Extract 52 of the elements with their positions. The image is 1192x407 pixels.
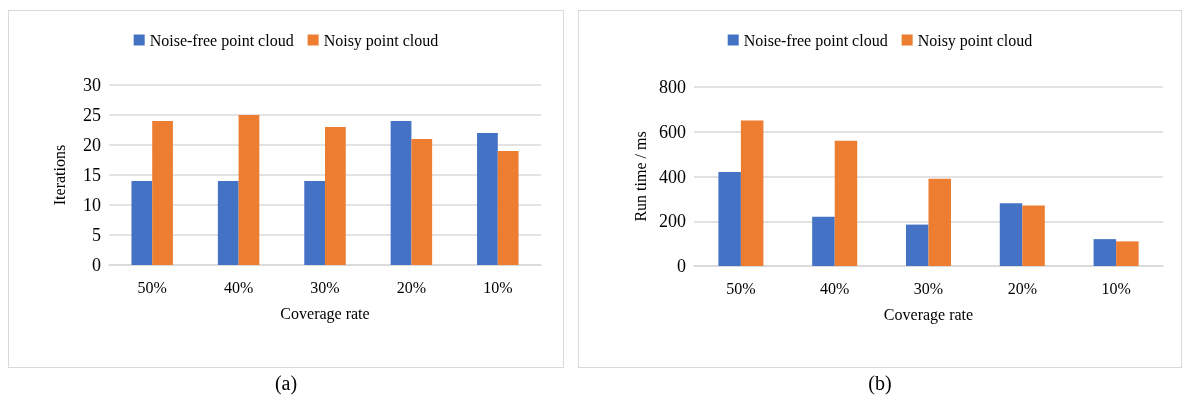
x-tick-label: 50% bbox=[137, 278, 167, 296]
bar bbox=[497, 151, 519, 265]
legend-label: Noisy point cloud bbox=[917, 31, 1033, 50]
bar bbox=[411, 139, 433, 265]
y-tick-label: 5 bbox=[92, 225, 101, 245]
legend-label: Noise-free point cloud bbox=[743, 31, 888, 50]
legend-label: Noisy point cloud bbox=[323, 31, 439, 50]
y-tick-label: 600 bbox=[659, 121, 686, 142]
bar bbox=[217, 181, 239, 265]
y-tick-label: 30 bbox=[83, 75, 101, 95]
x-tick-label: 40% bbox=[820, 279, 850, 297]
bar bbox=[152, 121, 173, 265]
bar bbox=[740, 120, 764, 266]
x-tick-label: 40% bbox=[223, 278, 254, 296]
bar bbox=[1093, 239, 1117, 266]
bar bbox=[905, 224, 929, 266]
x-axis-title: Coverage rate bbox=[883, 305, 974, 324]
x-tick-label: 10% bbox=[1101, 279, 1131, 297]
y-axis-title: Run time / ms bbox=[631, 131, 649, 222]
y-tick-label: 20 bbox=[83, 135, 101, 155]
bar bbox=[325, 127, 346, 265]
bar bbox=[390, 121, 412, 265]
x-tick-label: 50% bbox=[726, 279, 756, 297]
text: (b) bbox=[867, 372, 893, 395]
bar bbox=[1022, 205, 1045, 266]
bar bbox=[812, 216, 835, 266]
bar bbox=[718, 172, 741, 266]
y-tick-label: 25 bbox=[83, 105, 101, 125]
x-tick-label: 10% bbox=[483, 278, 513, 296]
bar bbox=[1116, 241, 1139, 266]
x-axis-title: Coverage rate bbox=[280, 304, 370, 323]
legend-label: Noise-free point cloud bbox=[149, 31, 294, 50]
y-tick-label: 800 bbox=[659, 77, 686, 97]
y-tick-label: 10 bbox=[83, 195, 101, 215]
x-tick-label: 30% bbox=[310, 278, 340, 296]
x-tick-label: 30% bbox=[913, 279, 944, 297]
bar bbox=[928, 178, 952, 266]
y-tick-label: 15 bbox=[83, 165, 101, 185]
y-tick-label: 400 bbox=[659, 166, 686, 187]
x-tick-label: 20% bbox=[1007, 279, 1037, 297]
y-tick-label: 0 bbox=[677, 256, 686, 276]
bar bbox=[304, 181, 325, 265]
x-tick-label: 20% bbox=[396, 278, 427, 296]
y-axis-title: Iterations bbox=[50, 144, 68, 206]
bar bbox=[477, 133, 498, 265]
bar bbox=[238, 115, 260, 265]
text: (a) bbox=[273, 372, 299, 395]
bar bbox=[999, 203, 1023, 266]
bar bbox=[131, 181, 153, 265]
bar bbox=[834, 140, 858, 266]
y-tick-label: 0 bbox=[92, 255, 101, 275]
y-tick-label: 200 bbox=[659, 211, 686, 232]
